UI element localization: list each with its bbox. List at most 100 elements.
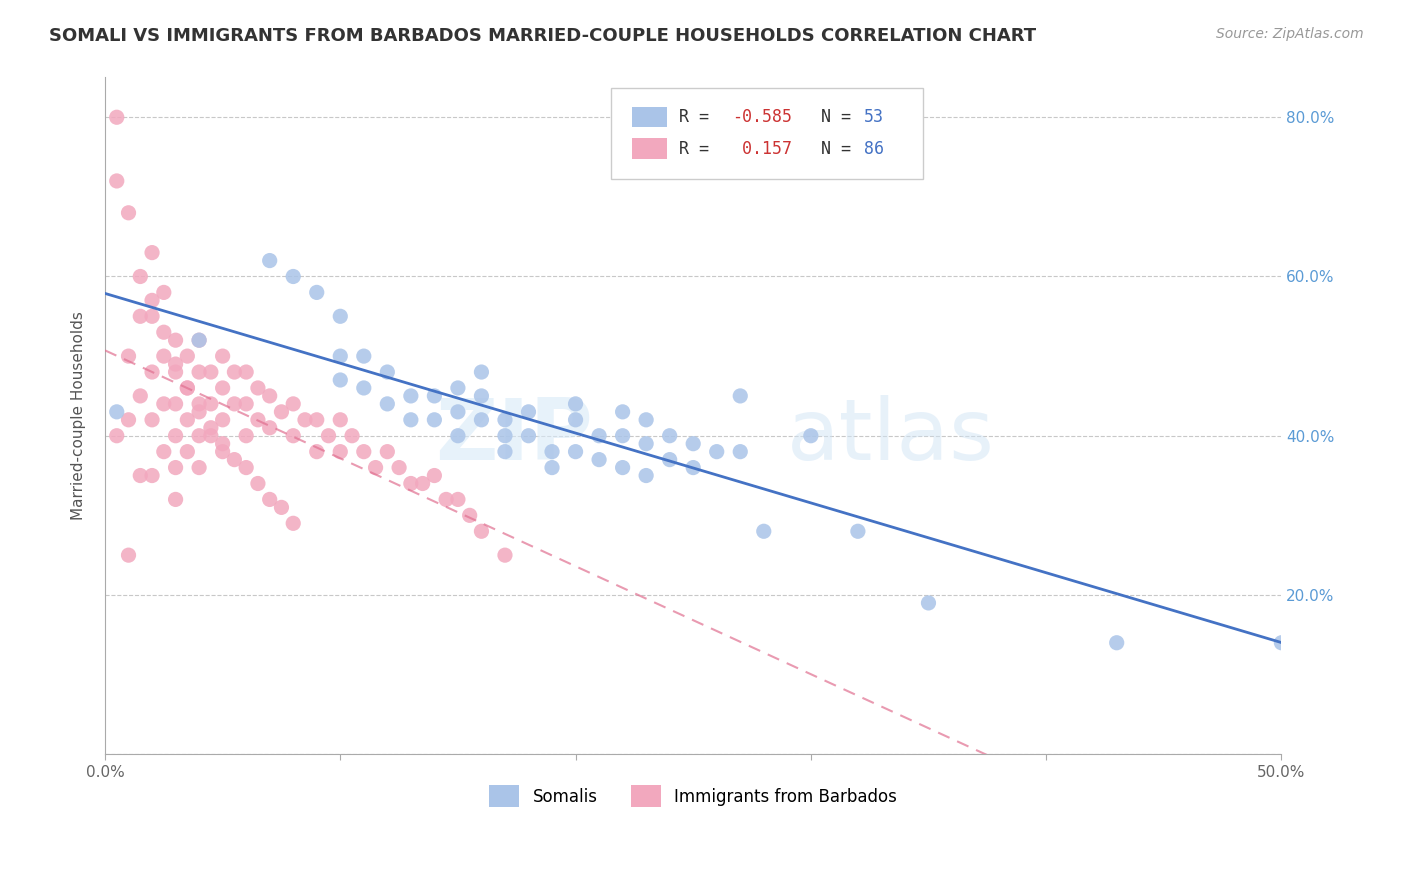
Point [423, 413, 446, 427]
Point [235, 460, 257, 475]
Point [752, 524, 775, 539]
Point [375, 365, 398, 379]
Point [494, 413, 516, 427]
Point [211, 349, 233, 363]
Point [129, 389, 152, 403]
Point [612, 460, 634, 475]
Point [224, 365, 246, 379]
Point [235, 397, 257, 411]
Point [283, 516, 305, 531]
Point [141, 468, 163, 483]
Point [305, 285, 328, 300]
Point [259, 253, 281, 268]
Point [800, 428, 823, 442]
Point [176, 381, 198, 395]
Point [636, 413, 658, 427]
Point [246, 413, 269, 427]
Point [636, 436, 658, 450]
Point [423, 389, 446, 403]
Point [165, 333, 187, 347]
Point [188, 460, 211, 475]
Text: R =: R = [679, 139, 718, 158]
Point [105, 174, 128, 188]
Point [423, 468, 446, 483]
Point [165, 397, 187, 411]
Point [117, 548, 139, 562]
Point [141, 293, 163, 308]
Text: N =: N = [801, 108, 862, 126]
Point [494, 428, 516, 442]
Point [188, 397, 211, 411]
Point [541, 444, 564, 458]
Point [353, 444, 375, 458]
Point [329, 444, 352, 458]
Point [728, 389, 751, 403]
Text: N =: N = [801, 139, 862, 158]
Point [340, 428, 363, 442]
Point [470, 389, 492, 403]
Point [224, 397, 246, 411]
Point [658, 428, 681, 442]
Point [259, 389, 281, 403]
Point [564, 397, 586, 411]
Point [188, 333, 211, 347]
Point [200, 428, 222, 442]
Point [517, 405, 540, 419]
Point [375, 397, 398, 411]
Point [200, 421, 222, 435]
Point [270, 500, 292, 515]
Point [494, 548, 516, 562]
Point [305, 413, 328, 427]
Text: 86: 86 [863, 139, 884, 158]
FancyBboxPatch shape [633, 138, 668, 159]
Point [153, 444, 176, 458]
Point [117, 413, 139, 427]
Point [283, 428, 305, 442]
Point [211, 436, 233, 450]
Point [117, 349, 139, 363]
Point [470, 413, 492, 427]
Point [541, 460, 564, 475]
Point [129, 468, 152, 483]
Point [153, 325, 176, 339]
Point [176, 444, 198, 458]
Point [235, 365, 257, 379]
Point [141, 365, 163, 379]
Point [412, 476, 434, 491]
Point [388, 460, 411, 475]
Point [353, 381, 375, 395]
Point [117, 206, 139, 220]
Point [612, 405, 634, 419]
Point [329, 349, 352, 363]
Point [399, 389, 422, 403]
Point [211, 381, 233, 395]
Text: 0.157: 0.157 [733, 139, 792, 158]
Point [329, 413, 352, 427]
Point [305, 444, 328, 458]
Point [470, 365, 492, 379]
Point [636, 468, 658, 483]
Point [658, 452, 681, 467]
Point [129, 310, 152, 324]
Point [153, 397, 176, 411]
Text: SOMALI VS IMMIGRANTS FROM BARBADOS MARRIED-COUPLE HOUSEHOLDS CORRELATION CHART: SOMALI VS IMMIGRANTS FROM BARBADOS MARRI… [49, 27, 1036, 45]
Point [246, 476, 269, 491]
Point [917, 596, 939, 610]
Text: R =: R = [679, 108, 718, 126]
Point [200, 365, 222, 379]
Point [165, 428, 187, 442]
Point [434, 492, 457, 507]
Point [165, 460, 187, 475]
Point [318, 428, 340, 442]
Point [706, 444, 728, 458]
Point [211, 444, 233, 458]
Point [188, 405, 211, 419]
Point [1270, 636, 1292, 650]
Point [105, 428, 128, 442]
Point [211, 413, 233, 427]
Text: 53: 53 [863, 108, 884, 126]
Point [517, 428, 540, 442]
Point [176, 349, 198, 363]
Point [283, 397, 305, 411]
Point [458, 508, 481, 523]
